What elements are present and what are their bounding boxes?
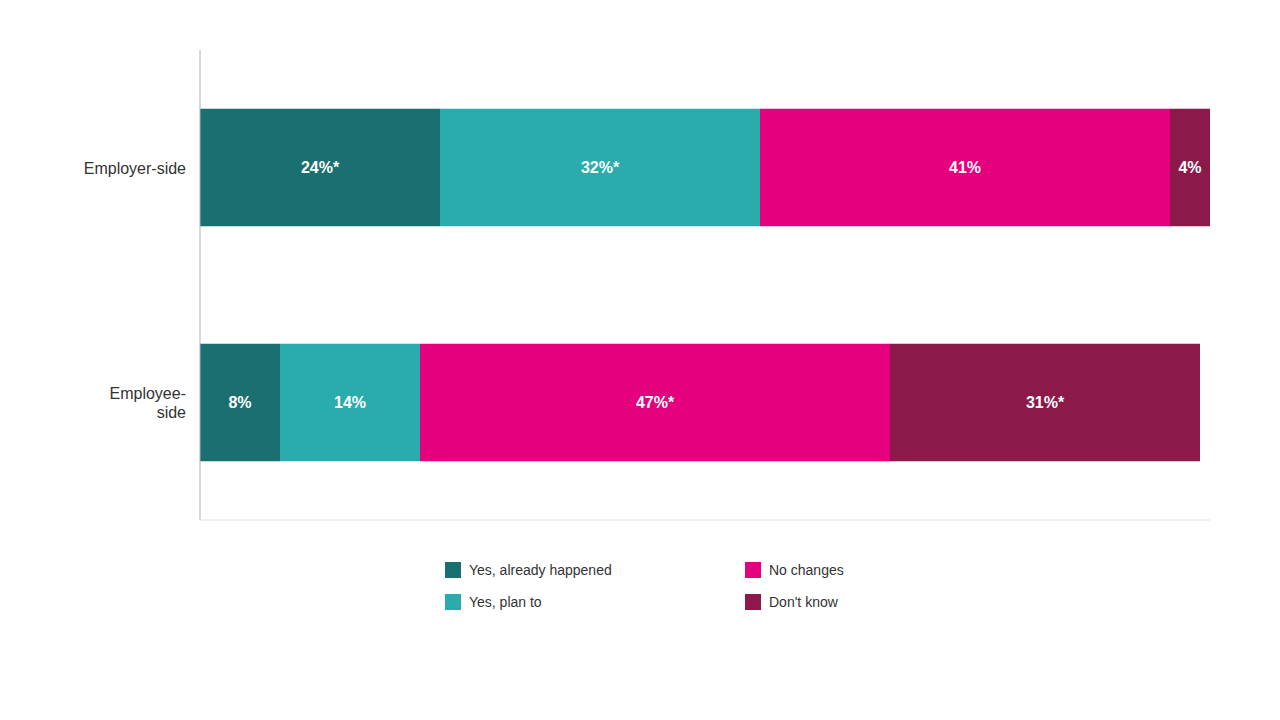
data-label: 31%* — [1026, 394, 1065, 411]
bar-segment — [420, 344, 890, 462]
category-label: Employee-side — [110, 385, 187, 421]
chart-svg: 24%* 32%* 41% 4% 8% 14% 47%* 31%* Employer-side E… — [0, 0, 1280, 720]
legend-label: Yes, plan to — [469, 594, 542, 610]
category-label: Employer-side — [84, 159, 186, 176]
legend-swatch — [445, 594, 461, 610]
bar-segment — [890, 344, 1200, 462]
legend-label: Don't know — [769, 594, 839, 610]
data-label: 8% — [228, 394, 251, 411]
bar-segment — [440, 109, 760, 227]
data-label: 24%* — [301, 159, 340, 176]
data-label: 4% — [1178, 159, 1201, 176]
bar-segment — [1170, 109, 1210, 227]
legend-swatch — [745, 594, 761, 610]
legend-swatch — [445, 562, 461, 578]
data-label: 14% — [334, 394, 366, 411]
data-label: 32%* — [581, 159, 620, 176]
data-label: 41% — [949, 159, 981, 176]
legend-label: Yes, already happened — [469, 562, 612, 578]
legend-swatch — [745, 562, 761, 578]
bar-segment — [760, 109, 1170, 227]
data-label: 47%* — [636, 394, 675, 411]
bar-segment — [280, 344, 420, 462]
data-labels: 24%* 32%* 41% 4% 8% 14% 47%* 31%* — [228, 159, 1201, 411]
bar-segment — [200, 109, 440, 227]
axis-line — [200, 50, 201, 520]
chart-container: 24%* 32%* 41% 4% 8% 14% 47%* 31%* Employer-side E… — [0, 0, 1280, 720]
legend-label: No changes — [769, 562, 844, 578]
legend: Yes, already happened Yes, plan to No chan… — [445, 562, 844, 610]
axis-range-line — [200, 520, 1210, 521]
bar-segment — [200, 344, 280, 462]
bars — [200, 109, 1210, 462]
